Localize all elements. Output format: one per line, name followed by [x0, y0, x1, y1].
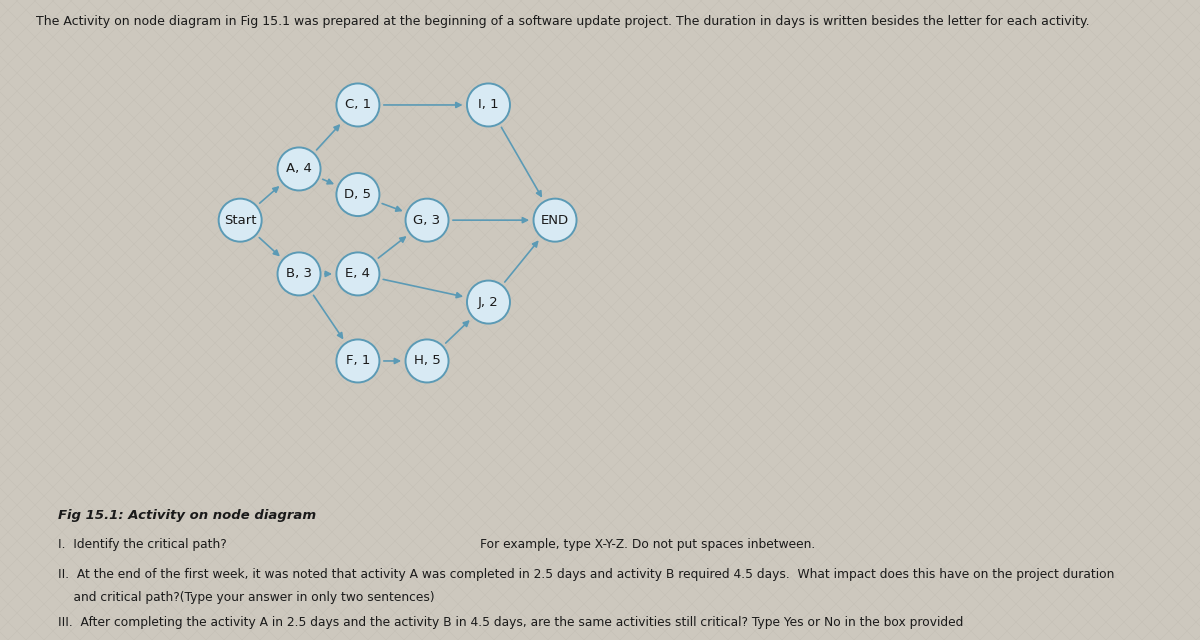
- Circle shape: [534, 198, 576, 242]
- Text: G, 3: G, 3: [414, 214, 440, 227]
- Circle shape: [406, 198, 449, 242]
- Text: III.  After completing the activity A in 2.5 days and the activity B in 4.5 days: III. After completing the activity A in …: [58, 616, 962, 628]
- Circle shape: [218, 198, 262, 242]
- Text: B, 3: B, 3: [286, 268, 312, 280]
- Circle shape: [467, 280, 510, 324]
- Circle shape: [406, 339, 449, 383]
- Text: C, 1: C, 1: [344, 99, 371, 111]
- Circle shape: [277, 147, 320, 191]
- Circle shape: [336, 339, 379, 383]
- Text: The Activity on node diagram in Fig 15.1 was prepared at the beginning of a soft: The Activity on node diagram in Fig 15.1…: [36, 15, 1090, 28]
- Text: II.  At the end of the first week, it was noted that activity A was completed in: II. At the end of the first week, it was…: [58, 568, 1114, 581]
- Text: END: END: [541, 214, 569, 227]
- Circle shape: [336, 173, 379, 216]
- Text: J, 2: J, 2: [478, 296, 499, 308]
- Circle shape: [467, 83, 510, 127]
- Text: Fig 15.1: Activity on node diagram: Fig 15.1: Activity on node diagram: [58, 509, 316, 522]
- Circle shape: [336, 252, 379, 296]
- Text: For example, type X-Y-Z. Do not put spaces inbetween.: For example, type X-Y-Z. Do not put spac…: [480, 538, 815, 550]
- Text: A, 4: A, 4: [286, 163, 312, 175]
- Text: Start: Start: [224, 214, 257, 227]
- Text: D, 5: D, 5: [344, 188, 372, 201]
- Text: I, 1: I, 1: [478, 99, 499, 111]
- Circle shape: [277, 252, 320, 296]
- Circle shape: [336, 83, 379, 127]
- Text: F, 1: F, 1: [346, 355, 370, 367]
- Text: and critical path?(Type your answer in only two sentences): and critical path?(Type your answer in o…: [58, 591, 434, 604]
- Text: E, 4: E, 4: [346, 268, 371, 280]
- Text: H, 5: H, 5: [414, 355, 440, 367]
- Text: I.  Identify the critical path?: I. Identify the critical path?: [58, 538, 227, 550]
